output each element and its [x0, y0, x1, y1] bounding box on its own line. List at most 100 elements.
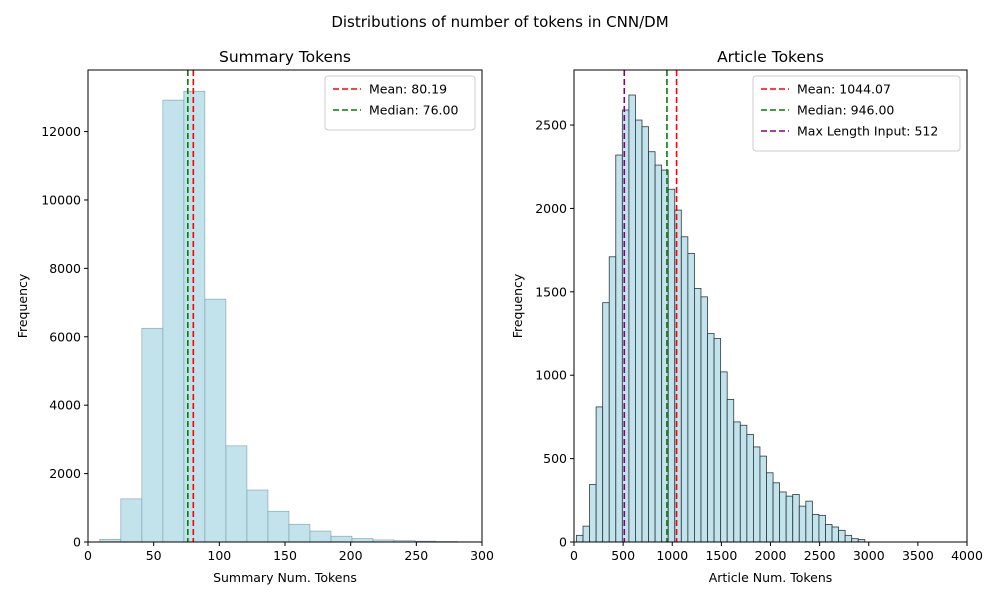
bar [622, 110, 629, 542]
bar [247, 490, 268, 542]
legend-label: Median: 946.00 [797, 103, 894, 118]
chart-title: Article Tokens [717, 48, 824, 66]
x-tick-label: 2000 [755, 548, 787, 563]
figure-title: Distributions of number of tokens in CNN… [331, 13, 668, 31]
y-tick-label: 12000 [41, 124, 81, 139]
x-tick-label: 500 [611, 548, 635, 563]
bar [747, 434, 754, 542]
x-tick-label: 0 [570, 548, 578, 563]
bar [845, 535, 852, 542]
x-tick-label: 150 [273, 548, 297, 563]
y-tick-label: 0 [559, 535, 567, 550]
x-axis-label: Summary Num. Tokens [213, 570, 357, 585]
x-tick-label: 3500 [902, 548, 934, 563]
legend-label: Mean: 1044.07 [797, 82, 891, 97]
bar [681, 237, 688, 542]
bar [701, 297, 708, 542]
bar [675, 210, 682, 542]
bar [852, 539, 859, 542]
bar [289, 524, 310, 542]
y-tick-label: 2000 [535, 201, 567, 216]
x-tick-label: 1000 [656, 548, 688, 563]
bar [832, 527, 839, 542]
bar [649, 152, 656, 542]
y-tick-label: 4000 [49, 398, 81, 413]
bar [205, 299, 226, 542]
bar [635, 120, 642, 542]
bar [812, 514, 819, 542]
bar [799, 506, 806, 542]
bar [760, 456, 767, 542]
x-tick-label: 250 [404, 548, 428, 563]
bar [583, 526, 590, 542]
bar [793, 494, 800, 542]
legend: Mean: 1044.07 Median: 946.00 Max Length In… [753, 76, 960, 151]
y-tick-label: 500 [543, 451, 567, 466]
bar [642, 127, 649, 542]
bar [310, 531, 331, 542]
bar [767, 473, 774, 542]
bar [694, 288, 701, 542]
x-tick-label: 50 [146, 548, 162, 563]
y-tick-label: 2000 [49, 466, 81, 481]
bar [655, 165, 662, 542]
bar [688, 253, 695, 542]
bar [352, 539, 373, 542]
y-tick-label: 2500 [535, 118, 567, 133]
y-tick-label: 1500 [535, 284, 567, 299]
bars-group [100, 91, 478, 542]
bar [786, 496, 793, 542]
bar [142, 328, 163, 542]
y-tick-label: 10000 [41, 192, 81, 207]
legend-label: Mean: 80.19 [369, 82, 447, 97]
bar [708, 334, 715, 542]
bars-group [576, 95, 864, 542]
bar [839, 530, 846, 542]
bar [616, 155, 623, 542]
x-tick-label: 2500 [804, 548, 836, 563]
bar [825, 524, 832, 542]
bar [721, 372, 728, 542]
x-tick-label: 200 [339, 548, 363, 563]
bar [740, 425, 747, 542]
y-axis-label: Frequency [15, 273, 30, 338]
legend: Mean: 80.19 Median: 76.00 [325, 76, 475, 130]
legend-label: Median: 76.00 [369, 103, 458, 118]
x-axis-label: Article Num. Tokens [709, 570, 833, 585]
bar [727, 399, 734, 542]
bar [629, 95, 636, 542]
bar [163, 100, 184, 542]
x-tick-label: 300 [470, 548, 494, 563]
y-tick-label: 1000 [535, 368, 567, 383]
y-axis-label: Frequency [510, 273, 525, 338]
bar [734, 422, 741, 542]
x-tick-label: 1500 [705, 548, 737, 563]
bar [121, 499, 142, 542]
y-tick-label: 6000 [49, 329, 81, 344]
y-tick-label: 8000 [49, 261, 81, 276]
chart-panel-2: 0 500 1000 1500 2000 2500 3000 3500 4000 0 500 1000… [510, 48, 983, 585]
chart-title: Summary Tokens [219, 48, 351, 66]
bar [753, 447, 760, 542]
bar [714, 339, 721, 542]
x-tick-label: 100 [207, 548, 231, 563]
bar [609, 257, 616, 542]
x-tick-label: 0 [84, 548, 92, 563]
bar [268, 511, 289, 542]
x-tick-label: 3000 [853, 548, 885, 563]
bar [331, 536, 352, 542]
bar [668, 189, 675, 542]
bar [819, 515, 826, 542]
bar [596, 407, 603, 542]
bar [226, 446, 247, 542]
bar [590, 484, 597, 542]
bar [576, 535, 583, 542]
bar [773, 483, 780, 542]
bar [806, 501, 813, 542]
x-tick-label: 4000 [951, 548, 983, 563]
legend-label: Max Length Input: 512 [797, 124, 938, 139]
bar [780, 492, 787, 542]
